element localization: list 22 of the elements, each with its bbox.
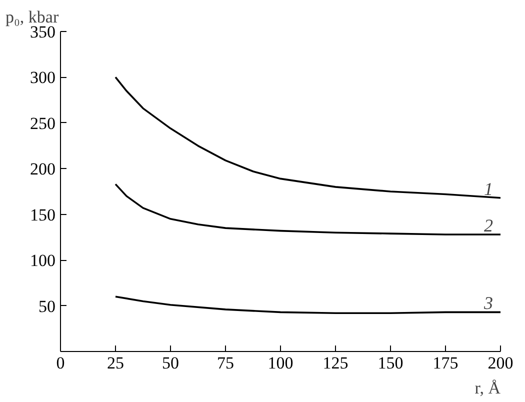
y-tick-label: 150 (30, 205, 56, 224)
x-tick-label: 50 (162, 354, 179, 372)
x-tick-label: 100 (268, 354, 294, 372)
series-label: 2 (484, 215, 493, 236)
series-label: 3 (483, 293, 493, 314)
y-tick-label: 200 (30, 160, 56, 179)
x-tick-label: 25 (107, 354, 124, 372)
x-tick-label: 0 (56, 354, 65, 372)
series-label: 1 (484, 178, 493, 199)
x-tick-label: 125 (322, 354, 348, 372)
x-tick-label: 75 (217, 354, 234, 372)
y-tick-label: 250 (30, 114, 56, 133)
line-series (114, 76, 500, 199)
y-tick-label: 300 (30, 68, 56, 88)
line-series (114, 296, 500, 314)
y-tick-label: 50 (38, 296, 56, 316)
y-tick-label: 100 (30, 251, 56, 270)
x-tick-label: 175 (432, 354, 458, 372)
x-tick-label: 200 (488, 354, 514, 372)
line-series (114, 183, 500, 236)
x-axis-title: r, Å (474, 378, 502, 398)
x-tick-label: 150 (378, 354, 404, 372)
